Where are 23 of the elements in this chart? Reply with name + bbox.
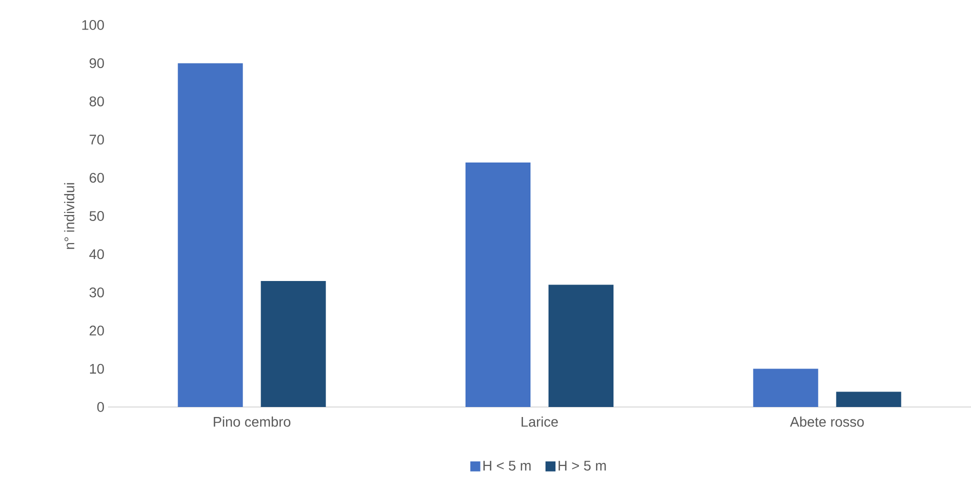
x-tick-label: Abete rosso <box>790 416 864 427</box>
legend-label: H > 5 m <box>558 460 606 471</box>
x-tick-label: Pino cembro <box>214 416 290 427</box>
y-tick-label: 20 <box>90 326 104 336</box>
bar <box>178 63 243 407</box>
y-tick-label: 30 <box>90 287 104 298</box>
bar <box>548 284 614 407</box>
y-tick-label: 50 <box>90 211 104 221</box>
bar <box>753 368 818 407</box>
y-tick-label: 0 <box>97 402 104 412</box>
y-tick-label: 40 <box>89 249 104 260</box>
y-tick-label: 100 <box>82 20 104 30</box>
y-tick-label: 80 <box>90 96 104 106</box>
bar <box>836 392 902 407</box>
x-tick-label: Larice <box>522 416 558 427</box>
y-tick-label: 10 <box>90 364 104 374</box>
bar <box>260 280 326 407</box>
bar <box>466 162 531 407</box>
y-tick-label: 90 <box>90 58 104 68</box>
y-tick-label: 60 <box>90 172 104 183</box>
legend-label: H < 5 m <box>483 460 531 471</box>
y-tick-label: 70 <box>90 134 104 145</box>
y-axis-title: n° individui <box>64 183 74 249</box>
